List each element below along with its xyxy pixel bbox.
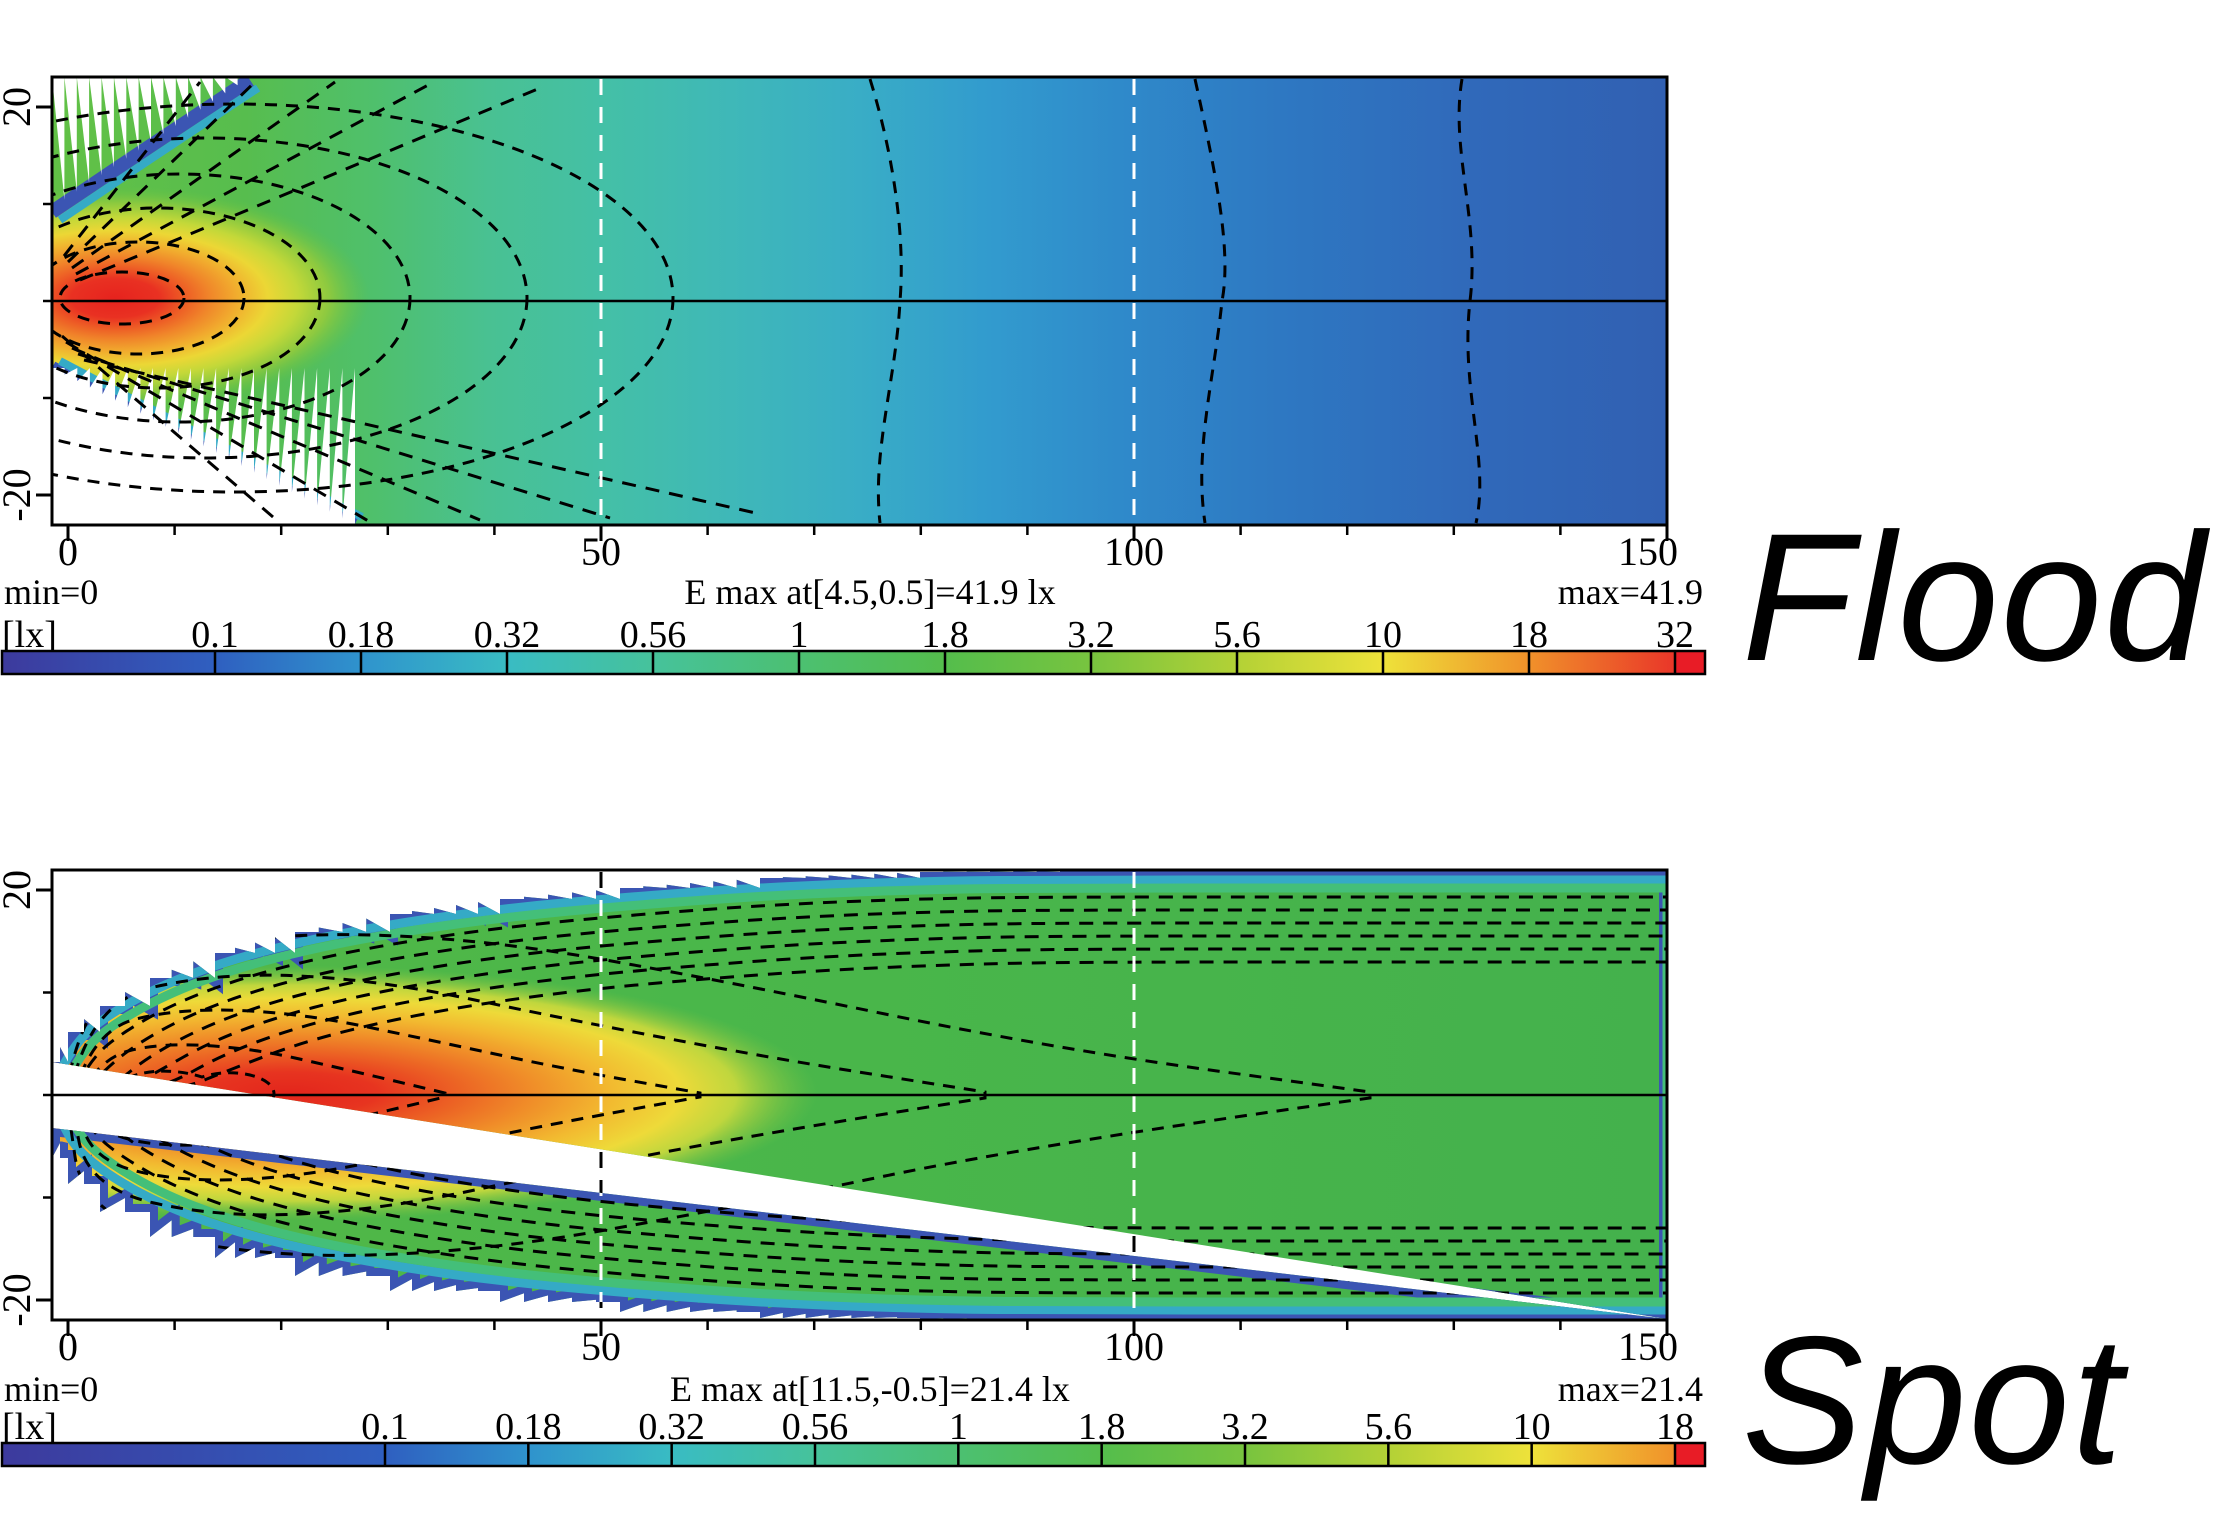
colorbar-segment	[1531, 1443, 1675, 1466]
colorbar-segment	[507, 651, 653, 674]
colorbar-level-label: 3.2	[1221, 1406, 1269, 1448]
x-tick-label: 150	[1618, 529, 1678, 574]
colorbar-level-label: 32	[1656, 614, 1694, 656]
flood-isolux-plot	[50, 75, 1669, 527]
x-tick-label: 150	[1618, 1324, 1678, 1369]
colorbar-segment	[1091, 651, 1237, 674]
colorbar-level-label: 18	[1656, 1406, 1694, 1448]
colorbar-segment	[1383, 651, 1529, 674]
spot-legend-unit: [lx]	[2, 1406, 57, 1448]
spot-axes: 0 50 100 150 20 -20	[0, 870, 1678, 1369]
x-tick-label: 50	[581, 1324, 621, 1369]
flood-max-label: max=41.9	[1558, 572, 1703, 612]
y-tick-label: -20	[0, 468, 39, 521]
x-tick-label: 100	[1104, 1324, 1164, 1369]
flood-nodata-top	[52, 77, 250, 208]
colorbar-level-label: 0.1	[191, 614, 239, 656]
colorbar-segment	[528, 1443, 672, 1466]
flood-colorbar-legend: 0.1 0.18 0.32 0.56 1 1.8 3.2 5.6 10 18 32	[0, 614, 1707, 676]
flood-emax-label: E max at[4.5,0.5]=41.9 lx	[684, 572, 1055, 612]
colorbar-level-label: 10	[1364, 614, 1402, 656]
colorbar-level-label: 0.56	[782, 1406, 849, 1448]
colorbar-level-label: 0.32	[474, 614, 541, 656]
colorbar-segment	[799, 651, 945, 674]
colorbar-level-label: 5.6	[1213, 614, 1261, 656]
colorbar-max-segment	[1675, 651, 1705, 674]
spot-isolux-plot	[50, 868, 1669, 1322]
colorbar-segment	[1388, 1443, 1532, 1466]
spot-colorbar-legend: 0.1 0.18 0.32 0.56 1 1.8 3.2 5.6 10 18	[0, 1406, 1707, 1468]
colorbar-border	[0, 649, 1707, 676]
colorbar-segment	[2, 1443, 385, 1466]
colorbar-segment	[1245, 1443, 1389, 1466]
colorbar-level-label: 1.8	[1078, 1406, 1126, 1448]
x-tick-label: 50	[581, 529, 621, 574]
x-tick-label: 100	[1104, 529, 1164, 574]
colorbar-level-label: 0.56	[620, 614, 687, 656]
flood-axes: 0 50 100 150 20 -20	[0, 87, 1678, 574]
y-tick-label: -20	[0, 1273, 39, 1326]
flood-nodata-bottom	[52, 368, 355, 525]
x-tick-label: 0	[58, 529, 78, 574]
colorbar-level-label: 0.18	[495, 1406, 562, 1448]
colorbar-level-label: 1.8	[921, 614, 969, 656]
flood-label: Flood	[1742, 495, 2211, 699]
colorbar-level-label: 18	[1510, 614, 1548, 656]
colorbar-level-label: 3.2	[1067, 614, 1115, 656]
spot-min-label: min=0	[4, 1369, 98, 1409]
colorbar-segment	[945, 651, 1091, 674]
colorbar-border	[0, 1441, 1707, 1468]
colorbar-segment	[671, 1443, 815, 1466]
spot-emax-label: E max at[11.5,-0.5]=21.4 lx	[670, 1369, 1070, 1409]
y-tick-label: 20	[0, 87, 39, 127]
colorbar-segment	[653, 651, 799, 674]
colorbar-segment	[1237, 651, 1383, 674]
colorbar-level-label: 1	[949, 1406, 968, 1448]
colorbar-segment	[385, 1443, 529, 1466]
x-tick-label: 0	[58, 1324, 78, 1369]
colorbar-level-label: 1	[790, 614, 809, 656]
colorbar-level-label: 0.18	[328, 614, 395, 656]
colorbar-segment	[1101, 1443, 1245, 1466]
colorbar-level-label: 10	[1513, 1406, 1551, 1448]
colorbar-segment	[2, 651, 215, 674]
colorbar-max-segment	[1675, 1443, 1705, 1466]
colorbar-level-label: 5.6	[1365, 1406, 1413, 1448]
colorbar-segment	[958, 1443, 1102, 1466]
flood-legend-unit: [lx]	[2, 614, 57, 656]
colorbar-segment	[215, 651, 361, 674]
colorbar-segment	[1529, 651, 1675, 674]
y-tick-label: 20	[0, 870, 39, 910]
flood-min-label: min=0	[4, 572, 98, 612]
colorbar-segment	[815, 1443, 959, 1466]
colorbar-level-label: 0.1	[361, 1406, 409, 1448]
colorbar-segment	[361, 651, 507, 674]
colorbar-level-label: 0.32	[638, 1406, 705, 1448]
spot-label: Spot	[1742, 1298, 2129, 1502]
spot-max-label: max=21.4	[1558, 1369, 1703, 1409]
